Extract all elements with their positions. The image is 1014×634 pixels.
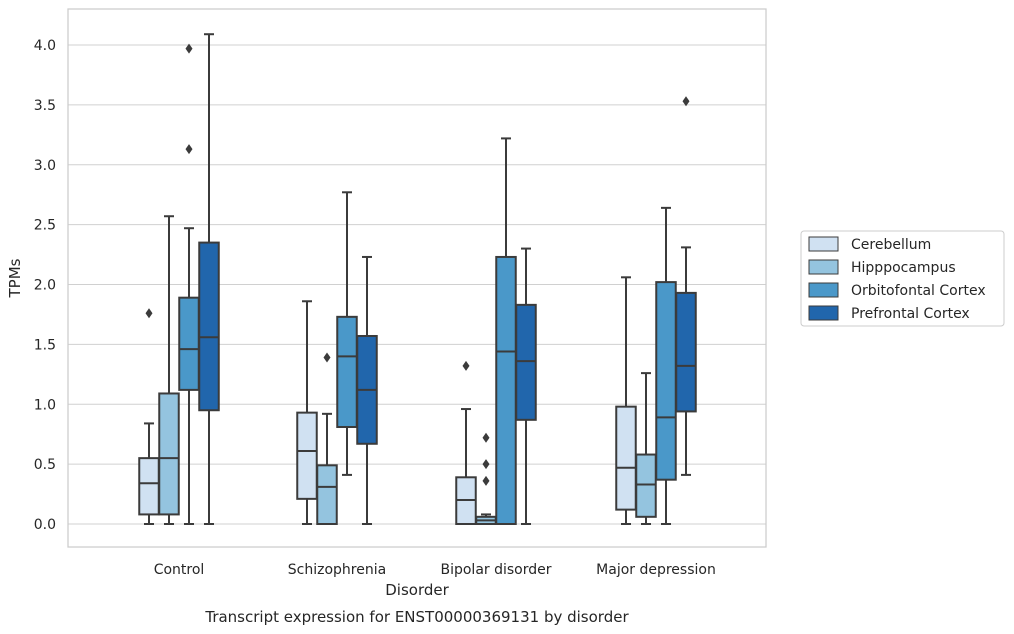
x-tick-label: Schizophrenia	[288, 562, 386, 578]
box-0-1	[296, 300, 318, 525]
x-tick-label: Control	[154, 562, 205, 578]
legend-swatch	[808, 305, 839, 321]
iqr-box	[336, 315, 358, 429]
legend: Cerebellum Hipppocampus Orbitofontal Corte…	[800, 230, 1005, 327]
iqr-box	[675, 291, 697, 413]
y-tick-label: 0.5	[34, 457, 56, 473]
legend-label: Hipppocampus	[851, 260, 956, 276]
y-tick-label: 1.0	[34, 397, 56, 413]
iqr-box	[178, 296, 200, 391]
outlier-point	[185, 144, 193, 155]
legend-swatch	[808, 236, 839, 252]
box-0-2	[455, 360, 477, 525]
iqr-box	[495, 255, 517, 525]
box-1-3	[635, 372, 657, 525]
outlier-point	[482, 432, 490, 443]
iqr-box	[158, 392, 180, 516]
outlier-point	[145, 308, 153, 319]
legend-swatch	[808, 259, 839, 275]
legend-swatch	[808, 282, 839, 298]
y-tick-label: 0.0	[34, 517, 56, 533]
box-1-1	[316, 352, 338, 526]
outlier-point	[323, 352, 331, 363]
chart-caption: Transcript expression for ENST0000036913…	[204, 608, 629, 626]
legend-frame	[800, 230, 1005, 327]
y-tick-labels: 0.0 0.5 1.0 1.5 2.0 2.5 3.0 3.5 4.0	[34, 38, 56, 533]
iqr-box	[198, 241, 220, 412]
box-3-3	[675, 96, 697, 476]
outlier-point	[482, 475, 490, 486]
plot-frame	[67, 8, 767, 548]
y-axis-title: TPMs	[6, 258, 24, 298]
y-tick-label: 4.0	[34, 38, 56, 54]
iqr-box	[515, 303, 537, 421]
x-axis-title: Disorder	[385, 581, 449, 599]
box-3-1	[356, 255, 378, 525]
box-2-3	[655, 206, 677, 525]
outlier-point	[482, 459, 490, 470]
y-tick-label: 2.5	[34, 218, 56, 234]
box-2-0	[178, 43, 200, 525]
outlier-point	[462, 360, 470, 371]
x-tick-labels: Control Schizophrenia Bipolar disorder Majo…	[154, 562, 716, 578]
box-3-0	[198, 33, 220, 525]
iqr-box	[296, 411, 318, 500]
y-tick-label: 3.5	[34, 98, 56, 114]
y-tick-label: 2.0	[34, 278, 56, 294]
box-2-2	[495, 137, 517, 525]
legend-label: Orbitofontal Cortex	[851, 283, 986, 299]
iqr-box	[635, 453, 657, 518]
x-tick-label: Major depression	[596, 562, 716, 578]
box-2-1	[336, 191, 358, 476]
outlier-point	[185, 43, 193, 54]
outlier-point	[682, 96, 690, 107]
iqr-box	[316, 464, 338, 526]
box-0-3	[615, 276, 637, 525]
box-3-2	[515, 247, 537, 525]
boxes	[138, 33, 697, 526]
box-0-0	[138, 308, 160, 525]
iqr-box	[615, 405, 637, 511]
y-tick-label: 3.0	[34, 158, 56, 174]
y-tick-label: 1.5	[34, 337, 56, 353]
legend-label: Cerebellum	[851, 237, 931, 253]
iqr-box	[138, 457, 160, 516]
iqr-box	[655, 281, 677, 481]
box-1-2	[475, 432, 497, 526]
x-tick-label: Bipolar disorder	[440, 562, 551, 578]
box-1-0	[158, 215, 180, 525]
legend-label: Prefrontal Cortex	[851, 306, 970, 322]
